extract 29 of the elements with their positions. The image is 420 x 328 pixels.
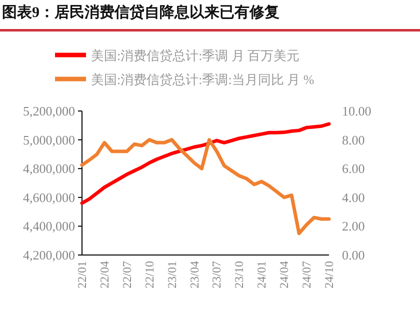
x-tick-label: 22/01 — [75, 261, 89, 288]
x-tick-label: 22/04 — [97, 261, 112, 288]
x-tick-label: 23/10 — [232, 261, 246, 288]
title: 图表9：居民消费信贷自降息以来已有修复 — [2, 5, 280, 21]
legend-item: 美国:消费信贷总计:季调 月 百万美元 — [55, 48, 300, 63]
line-series — [80, 138, 331, 236]
x-tick-label: 22/10 — [142, 261, 156, 288]
x-tick-label: 24/01 — [254, 261, 269, 288]
y-tick-label: 4,600,000 — [23, 190, 75, 205]
x-tick-label: 22/07 — [120, 261, 134, 288]
y-tick-label: 4,200,000 — [23, 248, 75, 262]
x-tick-label: 24/07 — [300, 261, 314, 288]
y2-tick-label: 2.00 — [342, 218, 365, 234]
y2-tick-label: 4.00 — [342, 190, 365, 205]
y2-tick-label: 0.00 — [342, 248, 365, 262]
legend-item: 美国:消费信贷总计:季调:当月同比 月 % — [55, 72, 314, 87]
y2-tick-label: 6.00 — [342, 161, 365, 176]
y-tick-label: 4,800,000 — [23, 161, 75, 176]
x-tick-label: 24/04 — [277, 261, 292, 288]
y-tick-label: 5,200,000 — [23, 104, 75, 118]
y-tick-label: 5,000,000 — [23, 132, 75, 148]
y2-tick-label: 8.00 — [342, 132, 365, 148]
line-series — [80, 122, 331, 205]
y-tick-label: 4,400,000 — [23, 218, 75, 234]
x-tick-label: 23/04 — [187, 261, 202, 288]
x-tick-label: 23/07 — [210, 261, 224, 288]
y2-tick-label: 10.00 — [342, 104, 372, 118]
x-tick-label: 23/01 — [164, 261, 179, 288]
x-tick-label: 24/10 — [322, 261, 336, 288]
